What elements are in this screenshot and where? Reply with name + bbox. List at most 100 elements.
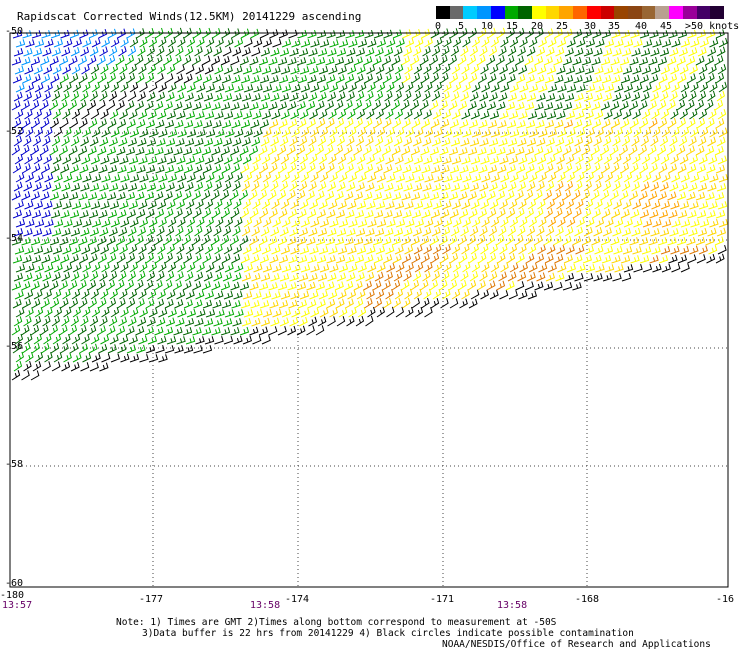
wind-barb (43, 64, 53, 75)
wind-barb (192, 146, 202, 156)
wind-barb (51, 90, 61, 102)
wind-barb (707, 183, 717, 192)
wind-barb (518, 244, 527, 255)
wind-barb (421, 297, 430, 309)
wind-barb (573, 28, 583, 39)
wind-barb (509, 83, 519, 93)
wind-barb (498, 138, 508, 147)
wind-barb (11, 369, 21, 381)
wind-barb (31, 298, 41, 309)
wind-barb (298, 227, 309, 237)
wind-barb (648, 100, 657, 111)
wind-barb (269, 208, 278, 219)
wind-barb (430, 253, 440, 264)
legend-label-25: 25 (556, 21, 569, 32)
wind-barb (337, 289, 347, 300)
wind-barb (50, 163, 60, 174)
wind-barb (98, 28, 108, 39)
wind-barb (222, 318, 233, 327)
wind-barb (620, 74, 631, 84)
wind-barb (135, 235, 144, 246)
wind-barb (31, 254, 42, 264)
wind-barb (260, 136, 270, 147)
wind-barb (49, 280, 59, 291)
wind-barb (23, 47, 33, 57)
legend-label-5: 5 (458, 21, 465, 32)
wind-barb (69, 29, 80, 39)
wind-barb (667, 237, 677, 246)
wind-barb (582, 119, 592, 129)
wind-barb (196, 262, 205, 273)
wind-barb (486, 55, 496, 66)
wind-barb (413, 244, 423, 255)
wind-barb (449, 119, 459, 129)
wind-barb (601, 75, 612, 84)
wind-barb (101, 218, 111, 228)
wind-barb (631, 91, 641, 102)
wind-barb (32, 135, 42, 147)
wind-barb (714, 236, 724, 246)
wind-barb (108, 46, 118, 57)
wind-barb (202, 120, 213, 129)
wind-barb (71, 108, 81, 120)
wind-barb (707, 136, 716, 147)
wind-barb (658, 117, 668, 129)
wind-barb (269, 254, 279, 264)
wind-barb (535, 74, 545, 84)
wind-barb (354, 210, 365, 219)
wind-barb (288, 299, 298, 309)
wind-barb (538, 172, 547, 183)
wind-barb (30, 100, 40, 111)
wind-barb (461, 63, 470, 75)
wind-barb (591, 145, 600, 156)
wind-barb (329, 172, 338, 183)
wind-barb (182, 101, 193, 111)
wind-barb (53, 173, 63, 183)
wind-barb (633, 126, 642, 138)
wind-barb (250, 75, 260, 84)
wind-barb (147, 200, 157, 210)
wind-barb (158, 173, 168, 183)
wind-barb (51, 47, 61, 57)
wind-barb (633, 39, 643, 48)
wind-barb (21, 100, 30, 111)
wind-barb (258, 235, 268, 246)
wind-barb (42, 135, 51, 147)
wind-barb (139, 261, 148, 273)
wind-barb (392, 72, 402, 84)
wind-barb (176, 110, 186, 120)
wind-barb (612, 273, 622, 282)
wind-barb (116, 146, 126, 156)
wind-barb (367, 263, 377, 273)
wind-barb (34, 126, 43, 138)
wind-barb (490, 82, 500, 93)
wind-barb (251, 317, 261, 327)
wind-barb (557, 217, 566, 228)
wind-barb (515, 55, 524, 66)
wind-barb (215, 309, 225, 318)
wind-barb (99, 316, 108, 327)
wind-barb (79, 210, 89, 219)
wind-barb (129, 307, 139, 318)
wind-barb (148, 173, 159, 183)
wind-barb (230, 189, 239, 201)
wind-barb (386, 127, 395, 138)
wind-barb (680, 219, 691, 228)
wind-barb (538, 83, 548, 93)
wind-barb (110, 81, 120, 93)
wind-barb (517, 137, 527, 147)
wind-barb (574, 136, 584, 147)
wind-barb (224, 128, 235, 138)
wind-barb (253, 309, 263, 318)
wind-barb (401, 55, 410, 66)
wind-barb (652, 39, 662, 48)
wind-barb (325, 237, 335, 246)
wind-barb (325, 144, 334, 156)
wind-barb (487, 252, 497, 264)
wind-barb (696, 164, 706, 174)
wind-barb (610, 190, 619, 201)
wind-barb (364, 210, 374, 219)
wind-barb (63, 38, 73, 48)
wind-barb (298, 48, 309, 57)
